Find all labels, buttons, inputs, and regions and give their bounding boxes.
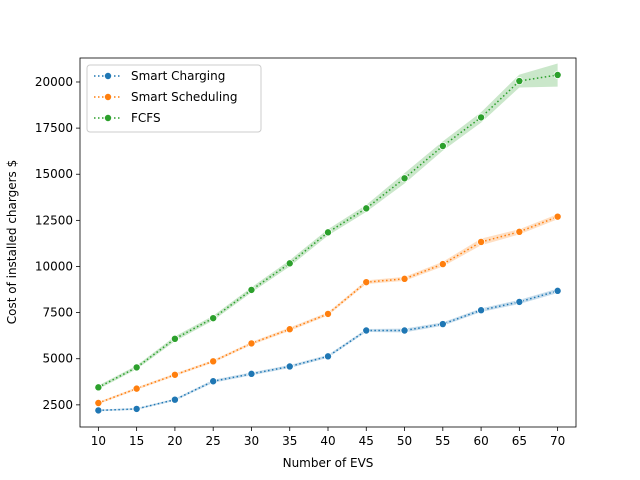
point-series-1-1 bbox=[132, 384, 141, 393]
point-series-2-10 bbox=[477, 113, 486, 122]
point-series-1-7 bbox=[362, 278, 371, 287]
legend-box bbox=[86, 64, 262, 133]
x-tick-label-0: 10 bbox=[91, 434, 106, 448]
point-series-0-4 bbox=[247, 369, 256, 378]
point-series-2-6 bbox=[323, 228, 332, 237]
x-tick-label-6: 40 bbox=[320, 434, 335, 448]
y-tick-label-7: 20000 bbox=[35, 75, 73, 89]
point-series-0-6 bbox=[323, 352, 332, 361]
point-series-1-4 bbox=[247, 339, 256, 348]
point-series-2-11 bbox=[515, 77, 524, 86]
point-series-0-1 bbox=[132, 404, 141, 413]
x-tick-label-7: 45 bbox=[359, 434, 374, 448]
point-series-0-9 bbox=[438, 320, 447, 329]
point-series-0-10 bbox=[477, 306, 486, 315]
point-series-0-12 bbox=[553, 286, 562, 295]
point-series-1-8 bbox=[400, 274, 409, 283]
y-tick-label-4: 12500 bbox=[35, 213, 73, 227]
x-tick-label-10: 60 bbox=[473, 434, 488, 448]
legend: Smart Charging Smart Scheduling FCFS bbox=[86, 64, 262, 133]
y-tick-label-2: 7500 bbox=[42, 306, 73, 320]
point-series-1-9 bbox=[438, 260, 447, 269]
x-tick-label-8: 50 bbox=[397, 434, 412, 448]
legend-label-0: Smart Charging bbox=[131, 69, 225, 83]
point-series-1-10 bbox=[477, 237, 486, 246]
y-tick-label-1: 5000 bbox=[42, 352, 73, 366]
point-series-0-7 bbox=[362, 326, 371, 335]
y-tick-label-6: 17500 bbox=[35, 121, 73, 135]
y-axis-ticks: 2500 5000 7500 10000 12500 15000 17500 20000 bbox=[35, 75, 80, 412]
x-axis-ticks: 10 15 20 25 30 35 40 45 50 55 60 65 70 bbox=[91, 427, 565, 448]
point-series-1-5 bbox=[285, 325, 294, 334]
x-tick-label-1: 15 bbox=[129, 434, 144, 448]
point-series-0-11 bbox=[515, 297, 524, 306]
point-series-1-2 bbox=[170, 370, 179, 379]
legend-marker-1 bbox=[104, 93, 113, 102]
point-series-2-2 bbox=[170, 334, 179, 343]
y-tick-label-3: 10000 bbox=[35, 259, 73, 273]
point-series-2-5 bbox=[285, 259, 294, 268]
point-series-1-0 bbox=[94, 399, 103, 408]
x-axis-label: Number of EVS bbox=[283, 456, 374, 470]
point-series-1-6 bbox=[323, 309, 332, 318]
y-tick-label-0: 2500 bbox=[42, 398, 73, 412]
point-series-1-12 bbox=[553, 212, 562, 221]
x-tick-label-11: 65 bbox=[512, 434, 527, 448]
point-series-2-12 bbox=[553, 70, 562, 79]
point-series-1-3 bbox=[209, 357, 218, 366]
point-series-0-3 bbox=[209, 377, 218, 386]
x-tick-label-3: 25 bbox=[206, 434, 221, 448]
point-series-2-3 bbox=[209, 314, 218, 323]
legend-marker-2 bbox=[104, 114, 113, 123]
series-markers bbox=[94, 70, 562, 415]
point-series-2-4 bbox=[247, 285, 256, 294]
point-series-0-5 bbox=[285, 362, 294, 371]
x-tick-label-12: 70 bbox=[550, 434, 565, 448]
point-series-2-9 bbox=[438, 142, 447, 151]
point-series-2-0 bbox=[94, 383, 103, 392]
y-tick-label-5: 15000 bbox=[35, 167, 73, 181]
x-tick-label-9: 55 bbox=[435, 434, 450, 448]
x-tick-label-5: 35 bbox=[282, 434, 297, 448]
x-tick-label-4: 30 bbox=[244, 434, 259, 448]
point-series-0-0 bbox=[94, 406, 103, 415]
point-series-2-8 bbox=[400, 174, 409, 183]
point-series-1-11 bbox=[515, 227, 524, 236]
x-tick-label-2: 20 bbox=[167, 434, 182, 448]
point-series-2-7 bbox=[362, 204, 371, 213]
legend-label-1: Smart Scheduling bbox=[131, 90, 237, 104]
point-series-0-2 bbox=[170, 395, 179, 404]
y-axis-label: Cost of installed chargers $ bbox=[5, 160, 19, 325]
legend-label-2: FCFS bbox=[131, 111, 161, 125]
point-series-2-1 bbox=[132, 363, 141, 372]
point-series-0-8 bbox=[400, 326, 409, 335]
legend-marker-0 bbox=[104, 72, 113, 81]
